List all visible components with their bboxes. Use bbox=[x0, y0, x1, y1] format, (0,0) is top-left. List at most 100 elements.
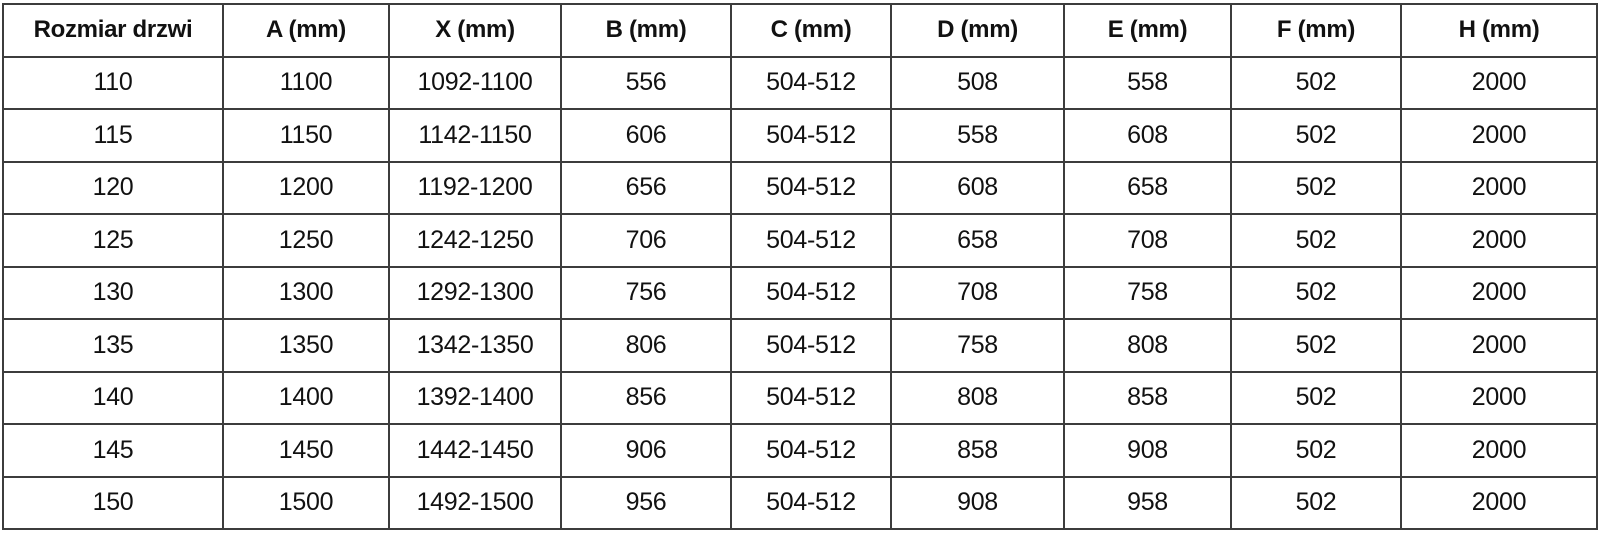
cell-size: 120 bbox=[2, 160, 224, 215]
column-header-b: B (mm) bbox=[560, 3, 732, 58]
column-header-a: A (mm) bbox=[222, 3, 390, 58]
table-row-145: 145 1450 1442-1450 906 504-512 858 908 5… bbox=[2, 423, 1598, 478]
cell-a: 1200 bbox=[222, 160, 390, 215]
cell-size: 115 bbox=[2, 108, 224, 163]
column-header-h: H (mm) bbox=[1400, 3, 1598, 58]
cell-h: 2000 bbox=[1400, 370, 1598, 425]
cell-d: 758 bbox=[890, 318, 1065, 373]
cell-a: 1500 bbox=[222, 475, 390, 530]
cell-h: 2000 bbox=[1400, 423, 1598, 478]
cell-e: 658 bbox=[1063, 160, 1232, 215]
table-row-110: 110 1100 1092-1100 556 504-512 508 558 5… bbox=[2, 55, 1598, 110]
cell-x: 1292-1300 bbox=[388, 265, 562, 320]
cell-b: 606 bbox=[560, 108, 732, 163]
door-dimensions-table: Rozmiar drzwi A (mm) X (mm) B (mm) C (mm… bbox=[2, 3, 1598, 530]
cell-x: 1492-1500 bbox=[388, 475, 562, 530]
cell-c: 504-512 bbox=[730, 265, 892, 320]
cell-f: 502 bbox=[1230, 265, 1402, 320]
cell-b: 756 bbox=[560, 265, 732, 320]
cell-e: 608 bbox=[1063, 108, 1232, 163]
cell-a: 1250 bbox=[222, 213, 390, 268]
cell-c: 504-512 bbox=[730, 55, 892, 110]
cell-e: 908 bbox=[1063, 423, 1232, 478]
cell-b: 806 bbox=[560, 318, 732, 373]
cell-a: 1100 bbox=[222, 55, 390, 110]
cell-d: 608 bbox=[890, 160, 1065, 215]
cell-h: 2000 bbox=[1400, 318, 1598, 373]
cell-c: 504-512 bbox=[730, 213, 892, 268]
cell-size: 125 bbox=[2, 213, 224, 268]
cell-c: 504-512 bbox=[730, 108, 892, 163]
cell-d: 508 bbox=[890, 55, 1065, 110]
cell-e: 858 bbox=[1063, 370, 1232, 425]
table-row-130: 130 1300 1292-1300 756 504-512 708 758 5… bbox=[2, 265, 1598, 320]
cell-a: 1150 bbox=[222, 108, 390, 163]
cell-d: 858 bbox=[890, 423, 1065, 478]
cell-c: 504-512 bbox=[730, 423, 892, 478]
cell-e: 808 bbox=[1063, 318, 1232, 373]
table-body: 110 1100 1092-1100 556 504-512 508 558 5… bbox=[2, 55, 1598, 530]
column-header-c: C (mm) bbox=[730, 3, 892, 58]
cell-d: 658 bbox=[890, 213, 1065, 268]
table-row-125: 125 1250 1242-1250 706 504-512 658 708 5… bbox=[2, 213, 1598, 268]
cell-b: 956 bbox=[560, 475, 732, 530]
cell-h: 2000 bbox=[1400, 108, 1598, 163]
column-header-rozmiar-drzwi: Rozmiar drzwi bbox=[2, 3, 224, 58]
column-header-e: E (mm) bbox=[1063, 3, 1232, 58]
cell-b: 856 bbox=[560, 370, 732, 425]
cell-f: 502 bbox=[1230, 213, 1402, 268]
cell-b: 706 bbox=[560, 213, 732, 268]
cell-x: 1342-1350 bbox=[388, 318, 562, 373]
cell-size: 135 bbox=[2, 318, 224, 373]
cell-e: 958 bbox=[1063, 475, 1232, 530]
cell-b: 656 bbox=[560, 160, 732, 215]
cell-f: 502 bbox=[1230, 370, 1402, 425]
cell-a: 1350 bbox=[222, 318, 390, 373]
table-row-140: 140 1400 1392-1400 856 504-512 808 858 5… bbox=[2, 370, 1598, 425]
column-header-d: D (mm) bbox=[890, 3, 1065, 58]
cell-c: 504-512 bbox=[730, 318, 892, 373]
cell-f: 502 bbox=[1230, 108, 1402, 163]
cell-size: 130 bbox=[2, 265, 224, 320]
cell-d: 558 bbox=[890, 108, 1065, 163]
cell-a: 1450 bbox=[222, 423, 390, 478]
cell-h: 2000 bbox=[1400, 160, 1598, 215]
cell-e: 708 bbox=[1063, 213, 1232, 268]
cell-size: 140 bbox=[2, 370, 224, 425]
cell-x: 1192-1200 bbox=[388, 160, 562, 215]
cell-e: 558 bbox=[1063, 55, 1232, 110]
cell-d: 908 bbox=[890, 475, 1065, 530]
cell-d: 808 bbox=[890, 370, 1065, 425]
table-row-115: 115 1150 1142-1150 606 504-512 558 608 5… bbox=[2, 108, 1598, 163]
cell-c: 504-512 bbox=[730, 160, 892, 215]
cell-f: 502 bbox=[1230, 423, 1402, 478]
cell-a: 1300 bbox=[222, 265, 390, 320]
cell-e: 758 bbox=[1063, 265, 1232, 320]
cell-f: 502 bbox=[1230, 475, 1402, 530]
table-row-135: 135 1350 1342-1350 806 504-512 758 808 5… bbox=[2, 318, 1598, 373]
cell-h: 2000 bbox=[1400, 213, 1598, 268]
cell-h: 2000 bbox=[1400, 475, 1598, 530]
cell-size: 110 bbox=[2, 55, 224, 110]
cell-size: 145 bbox=[2, 423, 224, 478]
cell-f: 502 bbox=[1230, 55, 1402, 110]
table-row-150: 150 1500 1492-1500 956 504-512 908 958 5… bbox=[2, 475, 1598, 530]
table-header: Rozmiar drzwi A (mm) X (mm) B (mm) C (mm… bbox=[2, 3, 1598, 58]
cell-f: 502 bbox=[1230, 318, 1402, 373]
cell-h: 2000 bbox=[1400, 265, 1598, 320]
cell-d: 708 bbox=[890, 265, 1065, 320]
cell-b: 906 bbox=[560, 423, 732, 478]
column-header-x: X (mm) bbox=[388, 3, 562, 58]
cell-a: 1400 bbox=[222, 370, 390, 425]
cell-c: 504-512 bbox=[730, 370, 892, 425]
cell-f: 502 bbox=[1230, 160, 1402, 215]
table-row-120: 120 1200 1192-1200 656 504-512 608 658 5… bbox=[2, 160, 1598, 215]
cell-size: 150 bbox=[2, 475, 224, 530]
cell-x: 1442-1450 bbox=[388, 423, 562, 478]
cell-x: 1392-1400 bbox=[388, 370, 562, 425]
column-header-f: F (mm) bbox=[1230, 3, 1402, 58]
cell-h: 2000 bbox=[1400, 55, 1598, 110]
cell-b: 556 bbox=[560, 55, 732, 110]
cell-x: 1142-1150 bbox=[388, 108, 562, 163]
